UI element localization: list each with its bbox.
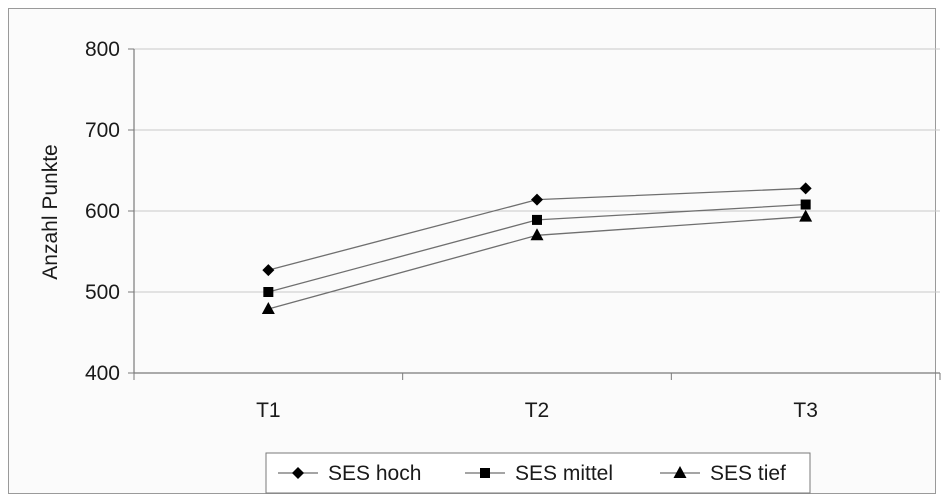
data-point — [261, 302, 275, 315]
legend-marker — [673, 466, 687, 478]
x-tick-label: T1 — [256, 399, 281, 422]
y-tick-label: 400 — [85, 362, 120, 385]
data-point — [262, 264, 275, 277]
data-point — [532, 214, 542, 225]
legend-label: SES mittel — [515, 462, 613, 485]
y-tick-label: 700 — [85, 119, 120, 142]
legend-box — [265, 452, 811, 494]
series-2 — [263, 199, 811, 297]
chart-frame — [8, 8, 936, 494]
x-tick-label: T3 — [793, 399, 818, 422]
legend-item: SES hoch — [278, 462, 421, 485]
legend: SES hoch SES mittel SES tief — [265, 452, 811, 494]
x-tick-label: T2 — [525, 399, 550, 422]
data-point — [263, 287, 274, 297]
legend-marker — [292, 467, 304, 479]
series-1 — [262, 182, 812, 277]
x-tick-labels: T1 T2 T3 — [256, 399, 818, 422]
data-point — [531, 193, 543, 206]
axes — [133, 49, 941, 380]
legend-item: SES tief — [660, 462, 786, 485]
series-3 — [261, 209, 813, 315]
legend-label: SES hoch — [328, 462, 421, 485]
data-point — [799, 209, 813, 222]
y-axis-label: Anzahl Punkte — [39, 144, 62, 279]
legend-label: SES tief — [710, 462, 786, 485]
series-group — [261, 182, 813, 315]
data-point — [800, 199, 811, 210]
data-point — [530, 228, 544, 241]
gridlines — [128, 48, 940, 374]
legend-item: SES mittel — [465, 462, 613, 485]
legend-marker — [480, 468, 490, 478]
data-point — [799, 182, 812, 195]
y-tick-label: 800 — [85, 38, 120, 61]
y-tick-label: 600 — [85, 200, 120, 223]
y-tick-label: 500 — [85, 281, 120, 304]
y-tick-labels: 400 500 600 700 800 — [85, 38, 120, 385]
